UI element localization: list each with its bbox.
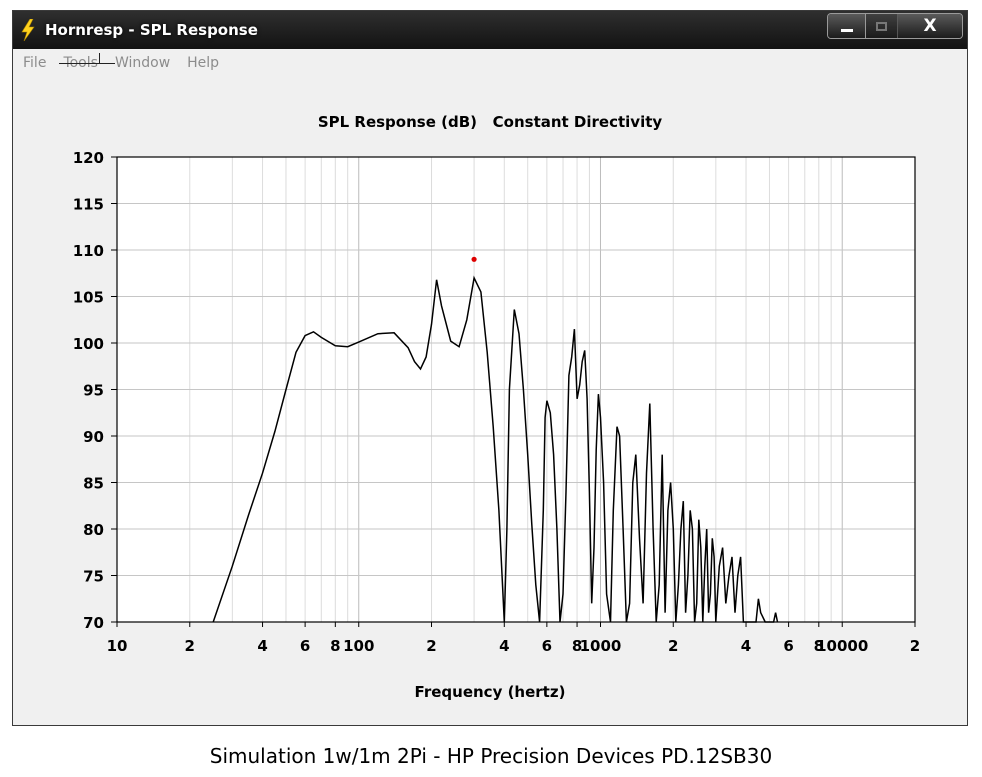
minimize-icon xyxy=(840,28,853,32)
y-tick-label: 85 xyxy=(83,475,104,493)
x-tick-label: 2 xyxy=(668,637,678,655)
maximize-icon xyxy=(876,21,887,31)
x-tick-label: 10 xyxy=(107,637,128,655)
window-title: Hornresp - SPL Response xyxy=(45,21,258,39)
x-tick-label: 6 xyxy=(783,637,793,655)
stray-line-mark xyxy=(59,63,115,64)
x-tick-label: 4 xyxy=(499,637,509,655)
y-tick-label: 75 xyxy=(83,568,104,586)
maximize-button[interactable] xyxy=(866,14,898,38)
x-axis-label: Frequency (hertz) xyxy=(415,683,566,701)
close-button[interactable]: X xyxy=(898,14,962,38)
x-tick-label: 100 xyxy=(343,637,374,655)
x-tick-label: 6 xyxy=(300,637,310,655)
y-tick-label: 120 xyxy=(73,149,104,167)
menu-window[interactable]: Window xyxy=(114,55,171,71)
x-tick-label: 10000 xyxy=(816,637,868,655)
y-tick-label: 95 xyxy=(83,382,104,400)
grid-layer xyxy=(117,157,915,622)
x-tick-label: 2 xyxy=(426,637,436,655)
y-tick-label: 110 xyxy=(73,242,104,260)
x-tick-label: 1000 xyxy=(580,637,622,655)
y-tick-label: 115 xyxy=(73,196,104,214)
menu-bar: File Tools Window Help xyxy=(13,49,967,77)
y-tick-label: 100 xyxy=(73,335,104,353)
menu-help[interactable]: Help xyxy=(187,55,220,71)
x-tick-label: 8 xyxy=(330,637,340,655)
lightning-bolt-icon xyxy=(21,19,35,41)
y-tick-label: 105 xyxy=(73,289,104,307)
x-tick-label: 8 xyxy=(572,637,582,655)
chart-title: SPL Response (dB) Constant Directivity xyxy=(318,113,663,131)
window-controls: X xyxy=(827,13,963,39)
hornresp-window: Hornresp - SPL Response X File Tools Win… xyxy=(12,10,968,726)
x-tick-label: 4 xyxy=(257,637,267,655)
title-bar[interactable]: Hornresp - SPL Response X xyxy=(13,11,967,49)
y-tick-label: 90 xyxy=(83,428,104,446)
x-tick-label: 2 xyxy=(185,637,195,655)
spl-response-curve xyxy=(212,275,779,623)
marker-dot xyxy=(471,256,477,262)
y-tick-label: 70 xyxy=(83,614,104,632)
x-tick-label: 2 xyxy=(910,637,920,655)
x-tick-label: 4 xyxy=(741,637,751,655)
x-tick-label: 6 xyxy=(542,637,552,655)
figure-caption: Simulation 1w/1m 2Pi - HP Precision Devi… xyxy=(209,744,773,768)
menu-file[interactable]: File xyxy=(23,55,47,71)
minimize-button[interactable] xyxy=(828,14,866,38)
x-tick-label: 8 xyxy=(814,637,824,655)
y-tick-label: 80 xyxy=(83,521,104,539)
stray-tick-mark xyxy=(99,53,100,64)
